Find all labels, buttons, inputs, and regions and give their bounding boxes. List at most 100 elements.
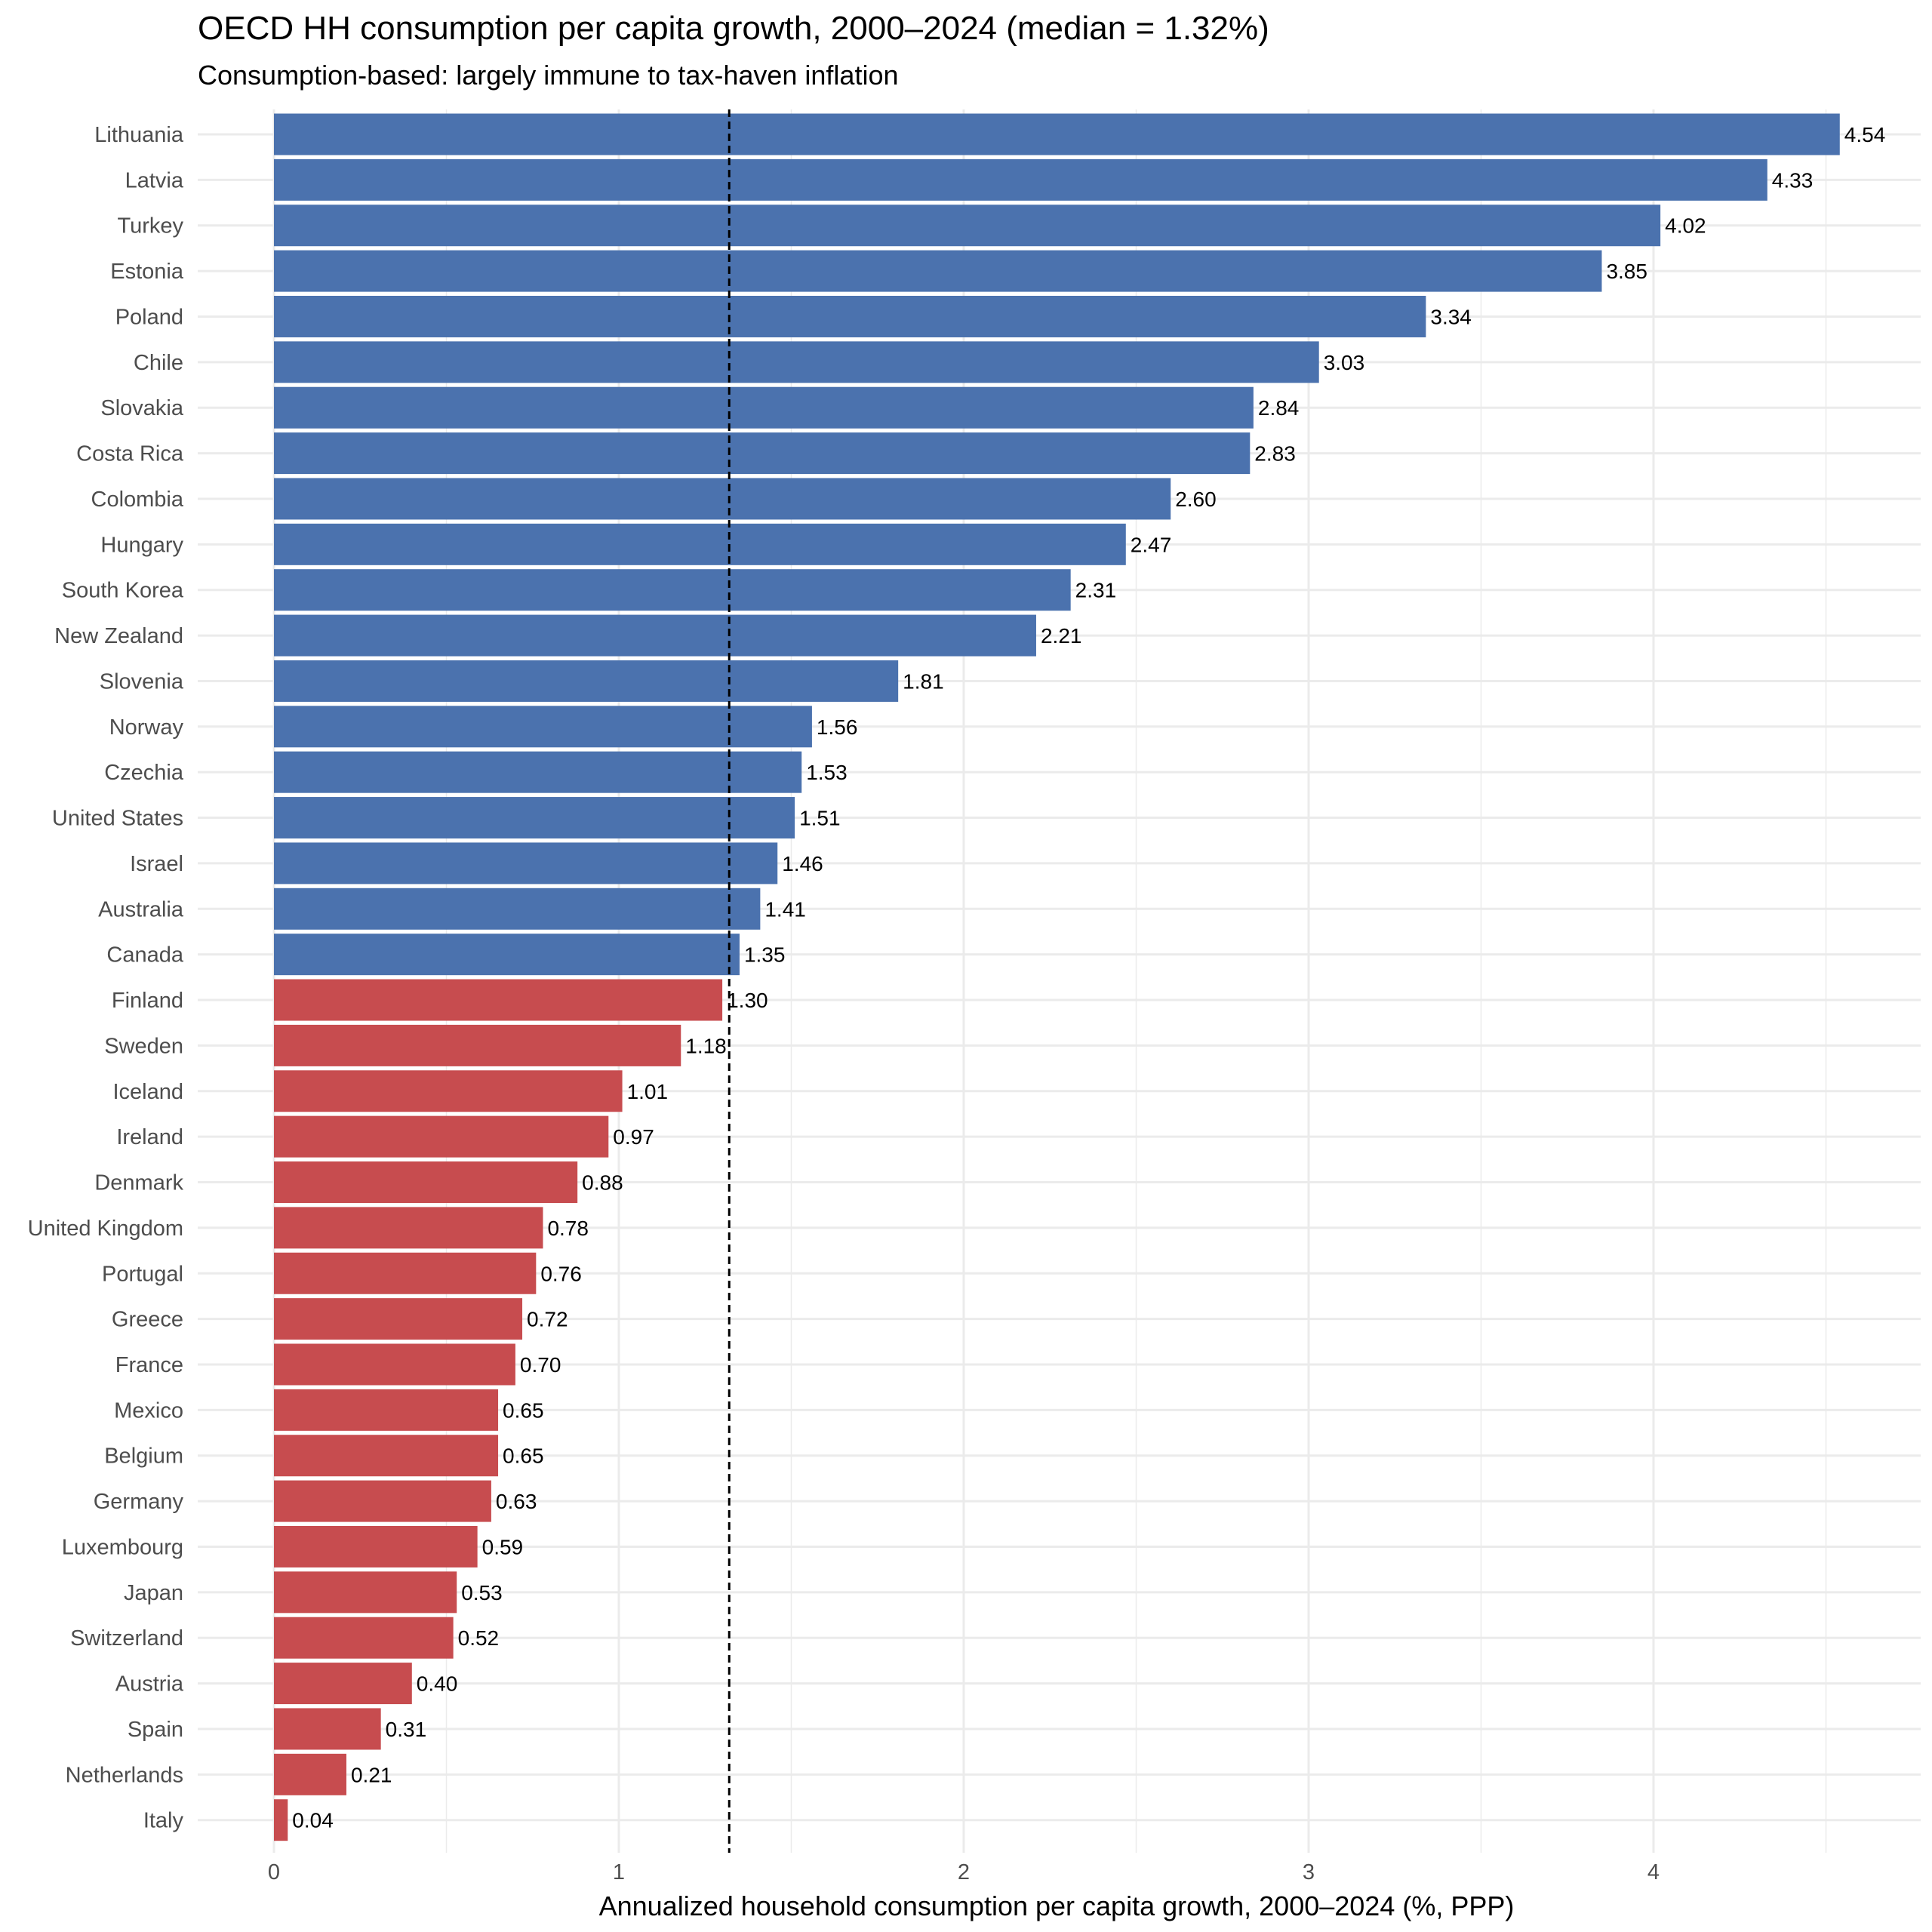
bar (274, 1480, 491, 1522)
data-label: 2.84 (1258, 396, 1300, 420)
data-label: 0.21 (351, 1763, 392, 1786)
category-label: Greece (112, 1308, 183, 1332)
bar (274, 1207, 543, 1249)
data-label: 2.21 (1041, 624, 1082, 648)
data-label: 0.70 (520, 1353, 561, 1377)
bar (274, 523, 1126, 565)
bar (274, 295, 1426, 337)
category-label: Canada (106, 943, 183, 968)
data-label: 0.40 (417, 1672, 458, 1696)
bars (274, 113, 1840, 1841)
data-label: 0.88 (582, 1171, 623, 1195)
bar (274, 1024, 681, 1066)
bar (274, 888, 761, 930)
category-label: United Kingdom (28, 1217, 183, 1241)
category-label: Belgium (104, 1444, 183, 1469)
data-label: 0.52 (458, 1626, 500, 1650)
data-label: 2.47 (1131, 533, 1172, 556)
bar (274, 113, 1840, 155)
bar (274, 386, 1254, 429)
category-label: New Zealand (54, 624, 183, 648)
bar (274, 1753, 346, 1795)
data-label: 0.63 (496, 1490, 537, 1513)
data-label: 0.65 (503, 1444, 544, 1468)
category-label: Hungary (100, 533, 183, 557)
data-label: 1.53 (806, 761, 848, 784)
category-label: France (115, 1353, 183, 1377)
category-labels: Lithuania Latvia Turkey Estonia Poland Chile S… (28, 123, 184, 1833)
data-label: 0.78 (547, 1217, 589, 1240)
data-label: 3.03 (1324, 351, 1365, 374)
bar (274, 205, 1661, 247)
category-label: Germany (94, 1490, 184, 1514)
bar (274, 1617, 454, 1659)
data-label: 2.31 (1075, 579, 1117, 602)
data-label: 1.46 (782, 852, 823, 875)
data-label: 0.53 (461, 1581, 503, 1604)
bar (274, 341, 1319, 383)
chart-subtitle: Consumption-based: largely immune to tax… (198, 60, 899, 91)
category-label: Costa Rica (76, 442, 184, 466)
category-label: Portugal (102, 1262, 183, 1286)
category-label: Mexico (114, 1398, 183, 1423)
category-label: Ireland (116, 1125, 183, 1149)
bar (274, 934, 740, 976)
data-label: 1.30 (727, 989, 768, 1012)
category-label: Finland (112, 989, 183, 1013)
data-label: 1.56 (817, 715, 858, 739)
x-tick-label: 0 (268, 1860, 280, 1884)
category-label: Sweden (104, 1034, 183, 1058)
category-label: Latvia (125, 168, 184, 192)
category-label: Poland (115, 305, 183, 329)
category-label: Chile (134, 351, 183, 375)
bar (274, 842, 778, 884)
category-label: Switzerland (70, 1626, 183, 1651)
category-label: Turkey (117, 214, 183, 238)
bar (274, 660, 899, 702)
data-label: 1.18 (685, 1034, 727, 1057)
bar (274, 614, 1036, 657)
x-tick-label: 2 (958, 1860, 970, 1884)
x-tick-label: 1 (613, 1860, 625, 1884)
bar (274, 1252, 537, 1294)
category-label: Italy (143, 1809, 184, 1833)
bar (274, 250, 1602, 292)
bar (274, 1571, 457, 1614)
bar (274, 706, 812, 748)
bar (274, 1298, 523, 1340)
x-tick-label: 4 (1647, 1860, 1660, 1884)
x-tick-label: 3 (1303, 1860, 1315, 1884)
bar (274, 1115, 609, 1158)
data-label: 0.59 (482, 1535, 524, 1558)
data-label: 1.51 (799, 807, 841, 830)
chart-title: OECD HH consumption per capita growth, 2… (198, 10, 1269, 47)
data-label: 4.33 (1772, 168, 1814, 192)
data-label: 3.34 (1430, 305, 1472, 328)
category-label: Australia (98, 897, 184, 921)
bar (274, 432, 1251, 475)
bar (274, 1343, 515, 1386)
bar (274, 1070, 623, 1112)
category-label: United States (52, 807, 183, 831)
data-label: 0.65 (503, 1398, 544, 1422)
bar (274, 478, 1171, 520)
bar (274, 751, 802, 793)
data-label: 4.54 (1844, 123, 1886, 146)
data-label: 1.81 (903, 669, 944, 693)
category-label: Austria (115, 1672, 184, 1697)
data-label: 0.76 (540, 1262, 582, 1285)
category-label: Israel (130, 852, 183, 876)
data-label: 2.60 (1175, 488, 1217, 511)
category-label: Estonia (110, 260, 184, 284)
category-label: Colombia (91, 488, 184, 512)
bar (274, 1435, 499, 1477)
data-label: 1.41 (764, 897, 806, 921)
value-labels: 4.54 4.33 4.02 3.85 3.34 3.03 2.84 2.83 2.602.47… (292, 123, 1885, 1832)
x-axis-title: Annualized household consumption per cap… (599, 1890, 1515, 1921)
data-label: 0.31 (386, 1718, 427, 1741)
bar (274, 158, 1767, 201)
category-label: South Korea (62, 579, 184, 603)
data-label: 0.04 (292, 1809, 334, 1832)
bar (274, 1799, 288, 1841)
